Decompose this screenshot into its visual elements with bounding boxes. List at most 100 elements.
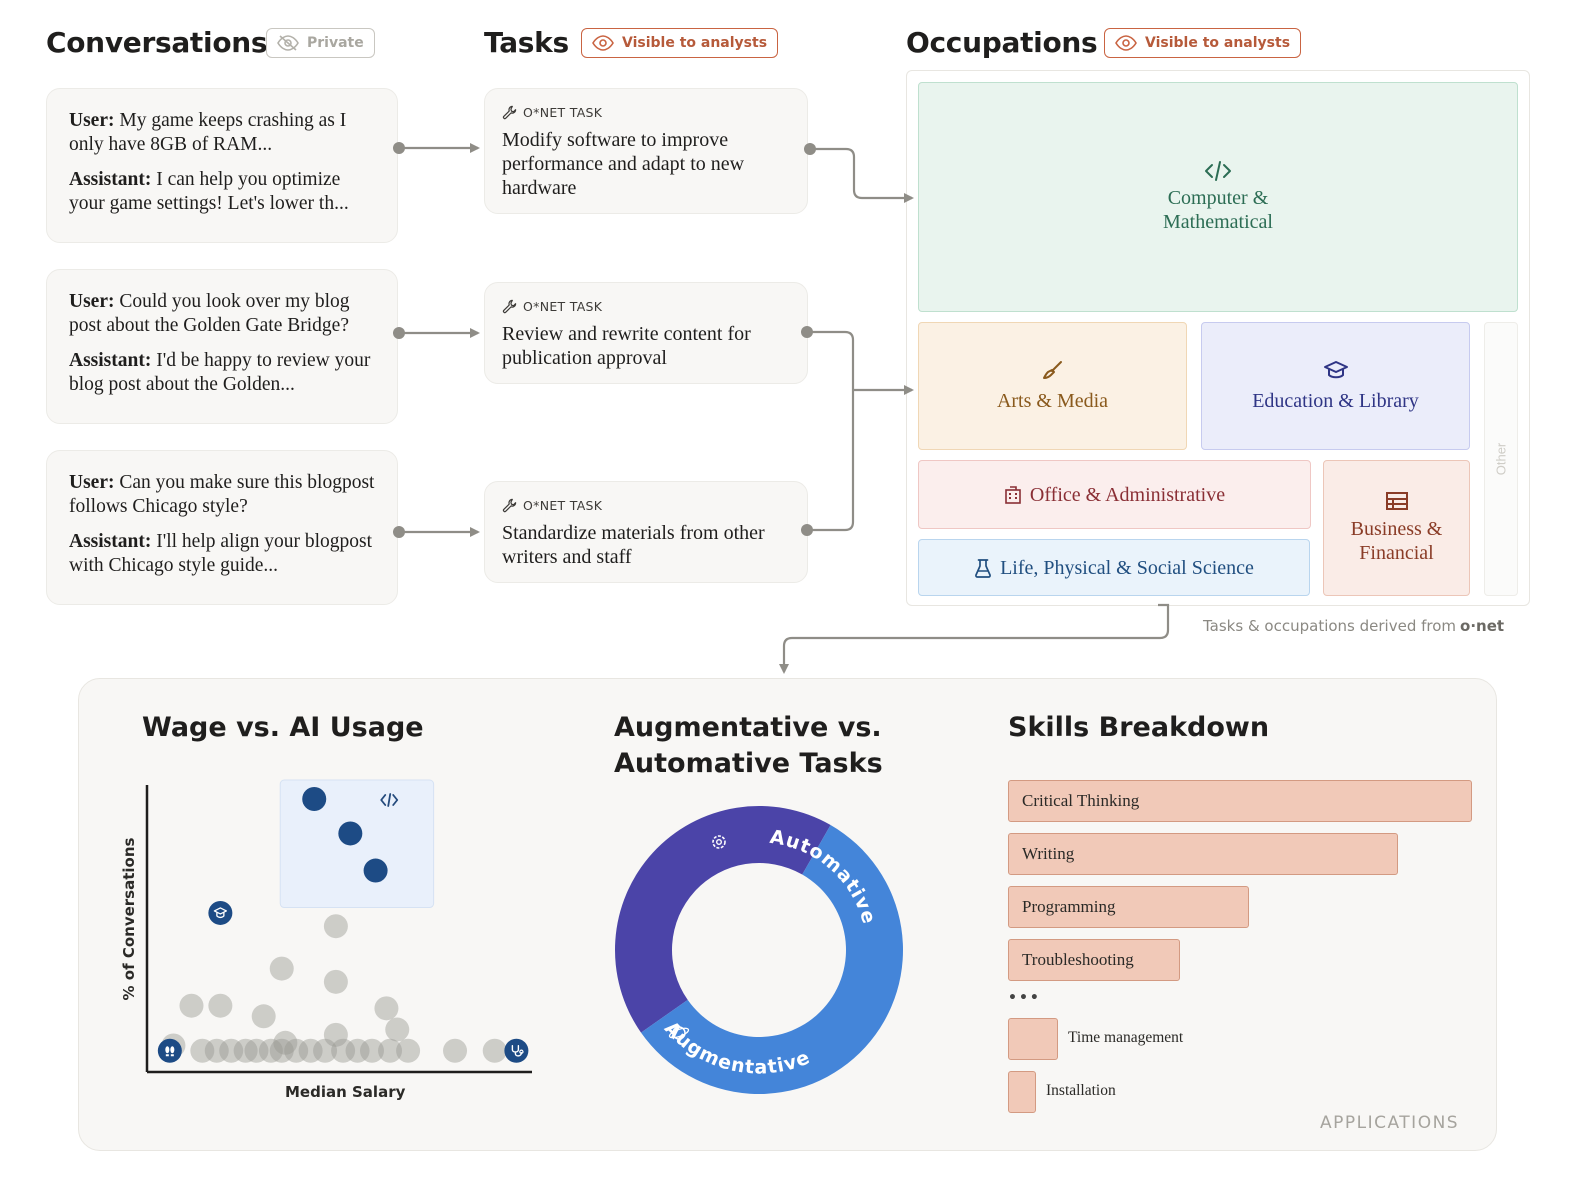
task-tag: O*NET TASK: [502, 105, 791, 120]
planet-icon: [668, 1026, 690, 1040]
graduation-cap-icon: [213, 907, 228, 919]
more-skills-ellipsis: •••: [1008, 990, 1041, 1006]
scatter-point: [374, 996, 399, 1021]
scatter-point: [323, 1022, 348, 1047]
user-label: User:: [69, 110, 115, 131]
task-tag-label: O*NET TASK: [523, 105, 603, 120]
scatter-point: [396, 1038, 421, 1063]
paintbrush-icon: [1042, 361, 1062, 379]
conversation-card: User: Can you make sure this blogpost fo…: [46, 450, 398, 605]
conversation-card: User: Could you look over my blog post a…: [46, 269, 398, 424]
skill-bar: Troubleshooting: [1008, 939, 1180, 981]
highlighted-point: [338, 821, 363, 846]
gear-icon: [712, 835, 726, 849]
scatter-point: [244, 1038, 269, 1063]
user-message: User: Can you make sure this blogpost fo…: [69, 471, 375, 519]
occupation-other: Other: [1484, 322, 1518, 596]
user-text: Could you look over my blog post about t…: [69, 291, 350, 336]
occupation-label: Education & Library: [1252, 390, 1419, 412]
conversation-card: User: My game keeps crashing as I only h…: [46, 88, 398, 243]
user-message: User: Could you look over my blog post a…: [69, 290, 375, 338]
tasks-title: Tasks: [484, 26, 569, 59]
occupation-label: Life, Physical & Social Science: [1000, 556, 1254, 579]
highlighted-point: [363, 858, 388, 883]
user-text: Can you make sure this blogpost follows …: [69, 472, 375, 517]
donut-title-line1: Augmentative vs.: [614, 712, 882, 743]
graduation-cap-icon: [1323, 361, 1348, 379]
tasks-visibility-label: Visible to analysts: [622, 35, 768, 51]
scatter-point: [258, 1038, 283, 1063]
highlighted-point: [504, 1038, 529, 1063]
highlighted-point: [302, 787, 327, 811]
scatter-point: [298, 1038, 323, 1063]
scatter-point: [313, 1038, 338, 1063]
occupation-computer-mathematical: Computer & Mathematical: [918, 82, 1518, 312]
assistant-message: Assistant: I'd be happy to review your b…: [69, 349, 375, 397]
occupation-arts-media: Arts & Media: [918, 322, 1187, 450]
eye-icon: [1115, 35, 1137, 51]
scatter-point: [359, 1038, 384, 1063]
skill-bar: [1008, 1018, 1058, 1060]
flask-icon: [975, 558, 992, 578]
skill-bar-label: Critical Thinking: [1022, 791, 1140, 810]
scatter-point: [385, 1017, 410, 1042]
scatter-point: [233, 1038, 258, 1063]
scatter-point: [284, 1038, 309, 1063]
scatter-point: [345, 1038, 370, 1063]
occupation-label-line1: Business &: [1350, 518, 1443, 540]
scatter-point: [323, 969, 348, 994]
tasks-visibility-badge: Visible to analysts: [581, 28, 779, 58]
occupation-education-library: Education & Library: [1201, 322, 1470, 450]
applications-label: APPLICATIONS: [1320, 1113, 1460, 1133]
occupations-title: Occupations: [906, 26, 1098, 59]
user-label: User:: [69, 291, 115, 312]
occupation-label-line2: Mathematical: [1163, 211, 1273, 233]
task-text: Review and rewrite content for publicati…: [502, 323, 751, 369]
skills-chart-title: Skills Breakdown: [1008, 712, 1270, 743]
code-icon: [1205, 161, 1231, 181]
private-badge: Private: [266, 28, 375, 58]
occupation-life-physical-social-science: Life, Physical & Social Science: [918, 539, 1310, 596]
connector-arrow: [810, 147, 914, 203]
skill-bar: Writing: [1008, 833, 1398, 875]
onet-logo: o·net: [1460, 617, 1505, 635]
donut-slice-augmentative: [641, 825, 903, 1094]
scatter-point: [331, 1038, 356, 1063]
assistant-text: I can help you optimize your game settin…: [69, 169, 349, 214]
wage-chart-title: Wage vs. AI Usage: [142, 712, 424, 743]
scatter-point: [251, 1004, 276, 1029]
user-text: My game keeps crashing as I only have 8G…: [69, 110, 347, 155]
task-tag: O*NET TASK: [502, 299, 791, 314]
skill-bar-label: Programming: [1022, 897, 1116, 916]
scatter-point: [273, 1030, 298, 1055]
connector-arrow: [779, 603, 1170, 674]
assistant-message: Assistant: I'll help align your blogpost…: [69, 530, 375, 578]
scatter-point: [323, 914, 348, 939]
occupation-business-financial: Business & Financial: [1323, 460, 1470, 596]
task-text: Modify software to improve performance a…: [502, 129, 745, 199]
task-tag-label: O*NET TASK: [523, 299, 603, 314]
stethoscope-icon: [511, 1045, 524, 1057]
assistant-message: Assistant: I can help you optimize your …: [69, 168, 375, 216]
scatter-point: [219, 1038, 244, 1063]
connector-line: [807, 390, 855, 532]
skill-bar-label: Writing: [1022, 844, 1075, 863]
donut-slice-automative: [615, 806, 831, 1033]
ledger-icon: [1385, 492, 1408, 510]
assistant-label: Assistant:: [69, 350, 152, 371]
occupations-visibility-badge: Visible to analysts: [1104, 28, 1302, 58]
skill-bar-label: Time management: [1068, 1029, 1184, 1046]
task-tag: O*NET TASK: [502, 498, 791, 513]
building-icon: [1005, 485, 1021, 504]
wrench-icon: [502, 498, 517, 513]
assistant-text: I'd be happy to review your blog post ab…: [69, 350, 371, 395]
scatter-point: [378, 1038, 403, 1063]
eye-off-icon: [277, 35, 299, 51]
source-note-text: Tasks & occupations derived from: [1203, 617, 1457, 635]
task-card: O*NET TASK Modify software to improve pe…: [484, 88, 808, 214]
occupation-label: Arts & Media: [996, 390, 1109, 412]
donut-title-line2: Automative Tasks: [614, 748, 883, 779]
task-card: O*NET TASK Standardize materials from ot…: [484, 481, 808, 583]
donut-chart-title: Augmentative vs. Automative Tasks: [614, 710, 883, 782]
skill-bar-label: Troubleshooting: [1022, 950, 1134, 969]
